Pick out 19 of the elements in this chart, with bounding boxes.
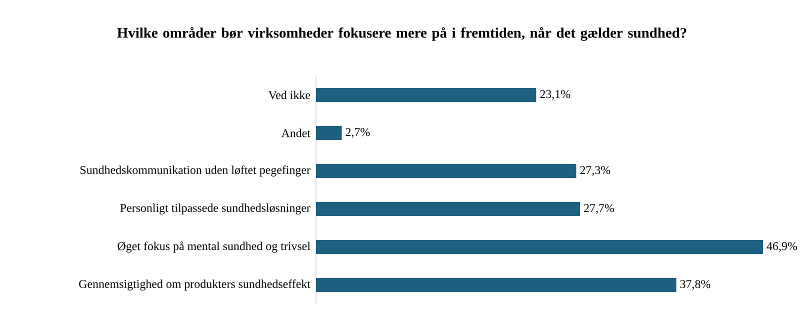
bar [316, 278, 676, 292]
y-tick-label: Øget fokus på mental sundhed og trivsel [118, 241, 310, 253]
bar [316, 164, 576, 178]
data-label: 27,3% [580, 166, 610, 176]
y-tick-label: Ved ikke [268, 90, 310, 100]
bar [316, 240, 764, 254]
y-tick-label: Personligt tilpassede sundhedsløsninger [120, 204, 310, 214]
data-label: 37,8% [680, 280, 710, 290]
data-label: 2,7% [346, 128, 370, 138]
bar [316, 126, 342, 140]
data-label: 27,7% [584, 204, 614, 214]
data-label: 46,9% [766, 242, 797, 252]
data-label: 23,1% [540, 90, 570, 100]
y-tick-label: Andet [281, 128, 310, 138]
bar [316, 202, 580, 216]
chart-title: Hvilke områder bør virksomheder fokusere mere på i fremtiden, når det gælder sundhed? [117, 27, 686, 41]
y-tick-label: Gennemsigtighed om produkters sundhedseffekt [79, 280, 310, 290]
bar [316, 88, 536, 102]
y-tick-label: Sundhedskommunikation uden løftet pegefinger [80, 166, 310, 176]
